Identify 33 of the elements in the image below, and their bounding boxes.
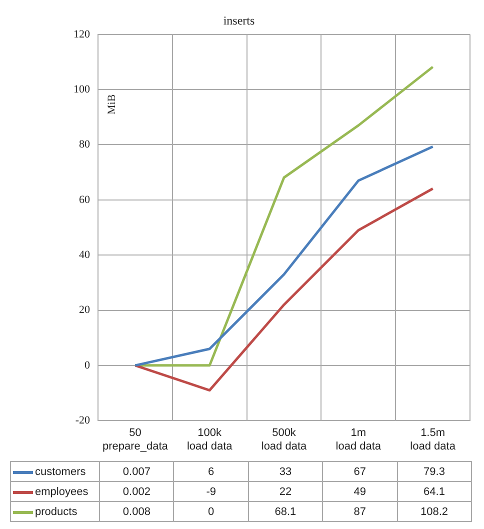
y-tick-label: 80: [79, 138, 90, 151]
data-label: 22: [248, 482, 323, 502]
legend-label: products: [35, 506, 78, 518]
data-label: 33: [248, 462, 323, 482]
data-label: 0.008: [100, 502, 174, 522]
x-tick-label: 100k load data: [186, 427, 234, 452]
data-label: 79.3: [397, 462, 472, 482]
x-tick-label: 500k load data: [261, 427, 308, 452]
data-label: 64.1: [397, 482, 472, 502]
y-tick-label: 120: [74, 28, 90, 40]
data-label: 6: [174, 462, 248, 482]
y-tick-label: 100: [74, 83, 90, 96]
data-label: 87: [322, 502, 398, 522]
data-label: 108.2: [397, 502, 472, 522]
y-tick-label: -20: [75, 414, 90, 426]
x-tick-label: 1.5m load data: [410, 427, 456, 452]
data-label: 0.002: [100, 482, 174, 502]
legend-label: employees: [35, 486, 88, 498]
y-tick-label: 60: [79, 194, 90, 206]
x-tick-label: 1m load data: [336, 427, 382, 452]
x-tick-label: 50 prepare_data: [102, 427, 169, 452]
data-label: -9: [174, 482, 248, 502]
y-tick-label: 0: [84, 359, 90, 372]
y-tick-label: 20: [79, 304, 90, 316]
legend-label: customers: [35, 466, 86, 478]
data-label: 49: [322, 482, 398, 502]
data-label: 68.1: [248, 502, 323, 522]
y-tick-label: 40: [79, 248, 90, 261]
data-label: 0.007: [100, 462, 174, 482]
data-label: 0: [174, 502, 248, 522]
y-axis-title: MiB: [106, 94, 118, 114]
chart-title: inserts: [223, 13, 255, 28]
data-label: 67: [322, 462, 398, 482]
